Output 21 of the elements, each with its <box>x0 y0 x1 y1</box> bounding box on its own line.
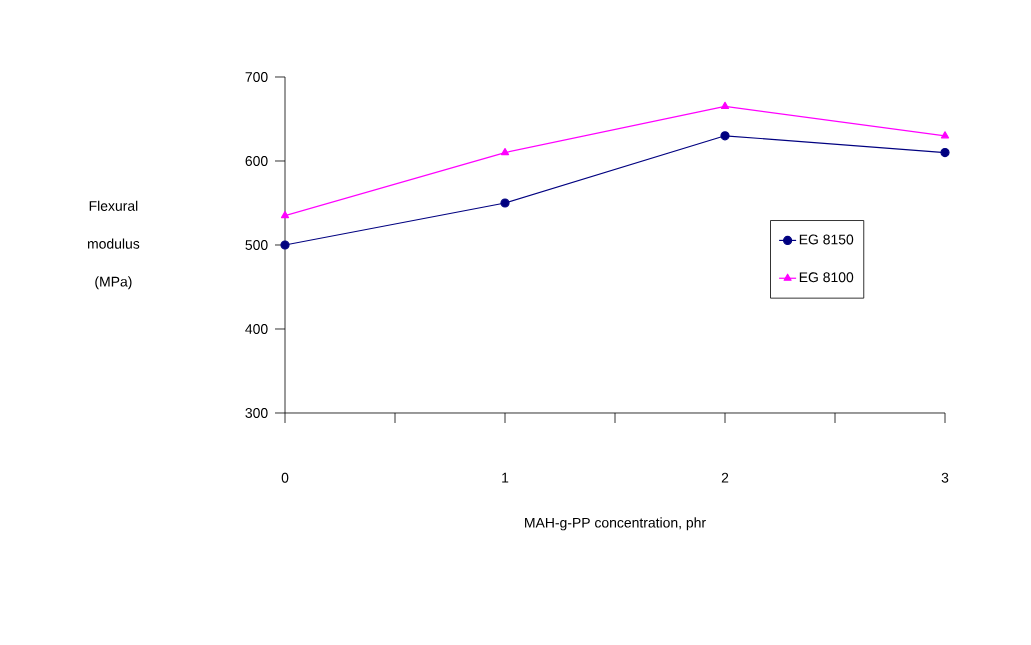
text: Flexural modulus (MPa) <box>87 200 140 290</box>
point <box>280 210 290 219</box>
x-tick-label: 0 <box>281 472 289 483</box>
point <box>280 240 290 250</box>
y-tick-label: 500 <box>245 240 268 250</box>
y-tick-label: 700 <box>245 72 268 82</box>
y-tick-label: 400 <box>245 324 268 334</box>
point <box>720 131 730 141</box>
legend-label: EG 8150 <box>799 234 854 245</box>
point <box>500 147 510 156</box>
y-tick-label: 300 <box>245 408 268 418</box>
point <box>940 131 950 139</box>
x-tick-label: 2 <box>721 472 729 483</box>
point <box>500 198 510 208</box>
x-tick-label: 3 <box>941 472 949 483</box>
y-tick-label: 600 <box>245 156 268 166</box>
point <box>940 147 950 158</box>
x-tick-label: 1 <box>502 472 509 483</box>
legend-label: EG 8100 <box>799 272 854 283</box>
point <box>720 101 730 109</box>
x-axis-title: MAH-g-PP concentration, phr <box>525 517 706 531</box>
